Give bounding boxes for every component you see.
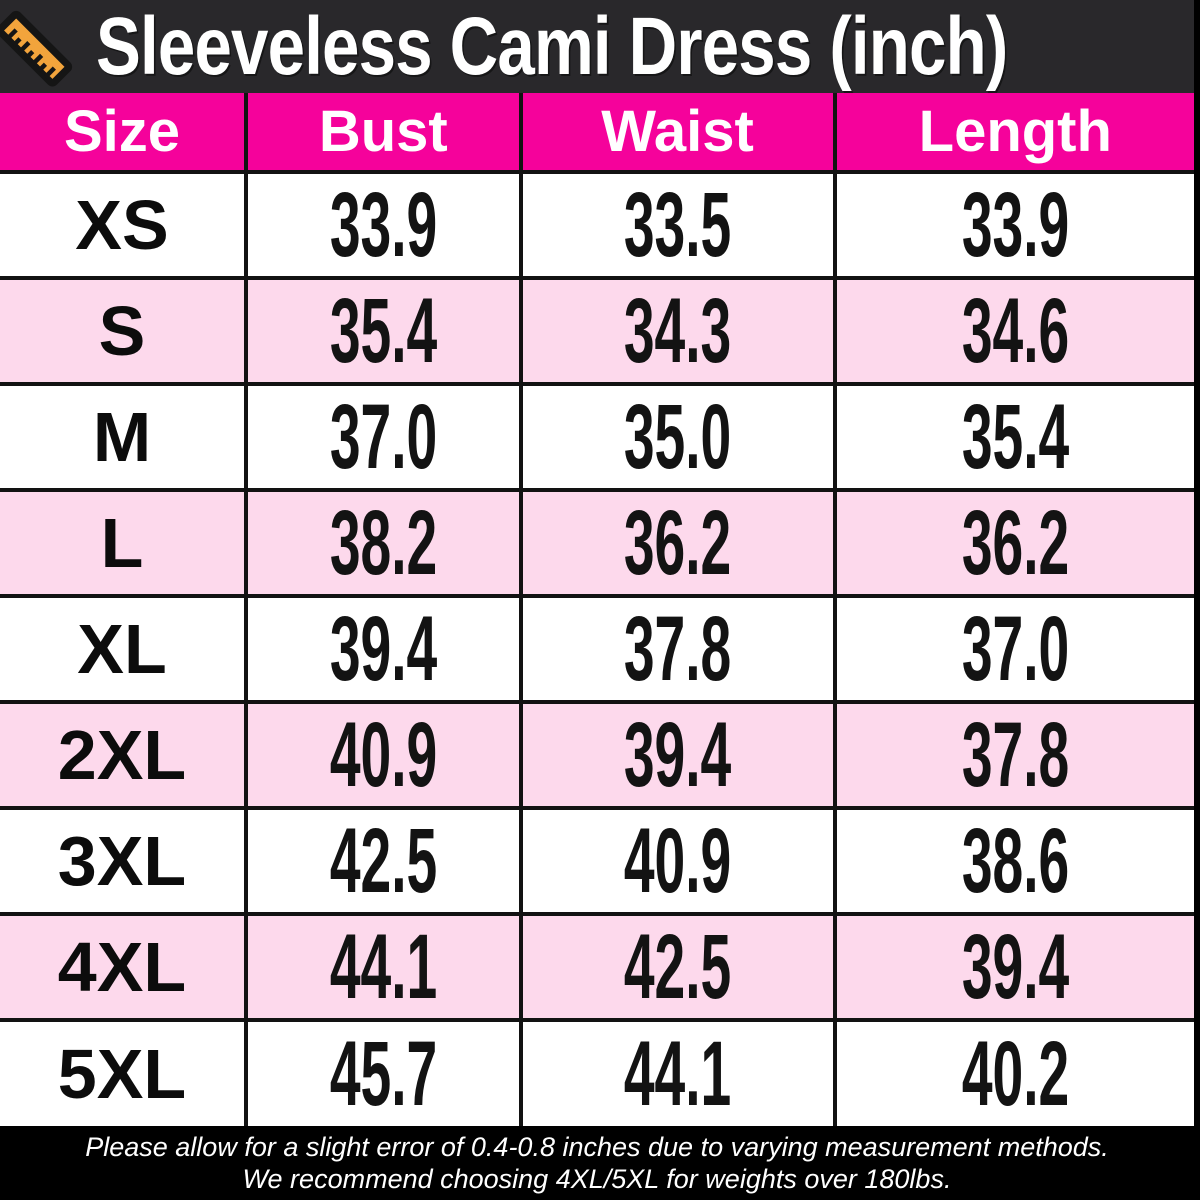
- bust-cell: 33.9: [243, 170, 523, 280]
- size-cell: S: [0, 276, 248, 386]
- size-cell: M: [0, 382, 248, 492]
- column-header-waist: Waist: [518, 93, 837, 174]
- footer-note: Please allow for a slight error of 0.4-0…: [0, 1126, 1194, 1200]
- table-row: 3XL 42.5 40.9 38.6: [0, 806, 1194, 916]
- table-row: 2XL 40.9 39.4 37.8: [0, 700, 1194, 810]
- waist-cell: 35.0: [518, 382, 837, 492]
- size-cell: L: [0, 488, 248, 598]
- waist-cell: 34.3: [518, 276, 837, 386]
- header-row: Size Bust Waist Length: [0, 93, 1194, 174]
- page-title: Sleeveless Cami Dress (inch): [96, 0, 1008, 92]
- bust-cell: 37.0: [243, 382, 523, 492]
- length-cell: 39.4: [832, 912, 1194, 1022]
- length-cell: 40.2: [832, 1018, 1194, 1126]
- waist-cell: 37.8: [518, 594, 837, 704]
- length-cell: 33.9: [832, 170, 1194, 280]
- bust-cell: 42.5: [243, 806, 523, 916]
- bust-cell: 38.2: [243, 488, 523, 598]
- length-cell: 35.4: [832, 382, 1194, 492]
- table-row: XS 33.9 33.5 33.9: [0, 170, 1194, 280]
- waist-cell: 36.2: [518, 488, 837, 598]
- table-row: 5XL 45.7 44.1 40.2: [0, 1018, 1194, 1126]
- size-cell: 3XL: [0, 806, 248, 916]
- waist-cell: 40.9: [518, 806, 837, 916]
- length-cell: 37.0: [832, 594, 1194, 704]
- size-cell: XS: [0, 170, 248, 280]
- size-cell: 5XL: [0, 1018, 248, 1126]
- waist-cell: 33.5: [518, 170, 837, 280]
- bust-cell: 45.7: [243, 1018, 523, 1126]
- footer-line-2: We recommend choosing 4XL/5XL for weight…: [242, 1164, 952, 1194]
- table-row: M 37.0 35.0 35.4: [0, 382, 1194, 492]
- table-row: S 35.4 34.3 34.6: [0, 276, 1194, 386]
- waist-cell: 42.5: [518, 912, 837, 1022]
- length-cell: 36.2: [832, 488, 1194, 598]
- bust-cell: 40.9: [243, 700, 523, 810]
- footer-line-1: Please allow for a slight error of 0.4-0…: [85, 1132, 1109, 1162]
- length-cell: 34.6: [832, 276, 1194, 386]
- column-header-size: Size: [0, 93, 248, 174]
- table-row: 4XL 44.1 42.5 39.4: [0, 912, 1194, 1022]
- bust-cell: 44.1: [243, 912, 523, 1022]
- ruler-icon: [0, 10, 73, 86]
- length-cell: 37.8: [832, 700, 1194, 810]
- column-header-bust: Bust: [243, 93, 523, 174]
- size-cell: 4XL: [0, 912, 248, 1022]
- bust-cell: 35.4: [243, 276, 523, 386]
- size-table: Size Bust Waist Length XS 33.9 33.5 33.9…: [0, 93, 1194, 1126]
- size-cell: 2XL: [0, 700, 248, 810]
- waist-cell: 39.4: [518, 700, 837, 810]
- column-header-length: Length: [832, 93, 1194, 174]
- length-cell: 38.6: [832, 806, 1194, 916]
- table-row: XL 39.4 37.8 37.0: [0, 594, 1194, 704]
- bust-cell: 39.4: [243, 594, 523, 704]
- table-row: L 38.2 36.2 36.2: [0, 488, 1194, 598]
- size-cell: XL: [0, 594, 248, 704]
- title-bar: Sleeveless Cami Dress (inch): [0, 0, 1194, 93]
- waist-cell: 44.1: [518, 1018, 837, 1126]
